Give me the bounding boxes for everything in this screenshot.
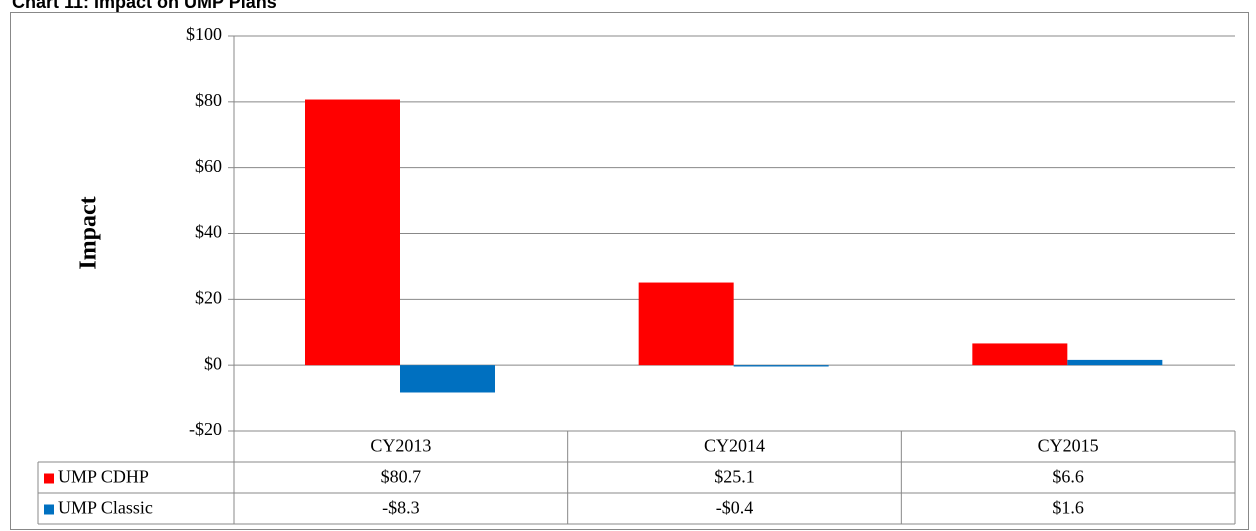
bar [1067,359,1163,366]
data-label: $1.6 [1052,498,1084,518]
y-tick-label: $0 [204,353,222,373]
y-axis-label: Impact [76,196,102,269]
y-tick-label: $40 [195,222,222,242]
bar [400,365,495,393]
x-tick-label: CY2013 [370,436,431,456]
data-label: -$8.3 [382,498,420,518]
bar [972,343,1068,366]
y-tick-label: $80 [195,90,222,110]
legend-swatch [44,473,54,484]
bar [638,282,734,366]
data-label: $6.6 [1052,467,1084,487]
legend-swatch [44,504,54,515]
x-tick-label: CY2015 [1038,436,1099,456]
chart-title: Chart 11: Impact on UMP Plans [12,0,277,12]
legend-label: UMP CDHP [58,467,149,487]
data-label: -$0.4 [716,498,754,518]
x-tick-label: CY2014 [704,436,765,456]
y-tick-label: $60 [195,156,222,176]
y-tick-label: -$20 [189,419,222,439]
bar [305,99,400,366]
bar [733,365,829,367]
data-label: $25.1 [714,467,755,487]
y-tick-label: $100 [186,24,222,44]
legend-label: UMP Classic [58,498,153,518]
chart-frame [10,12,1249,530]
y-tick-label: $20 [195,287,222,307]
data-label: $80.7 [381,467,422,487]
